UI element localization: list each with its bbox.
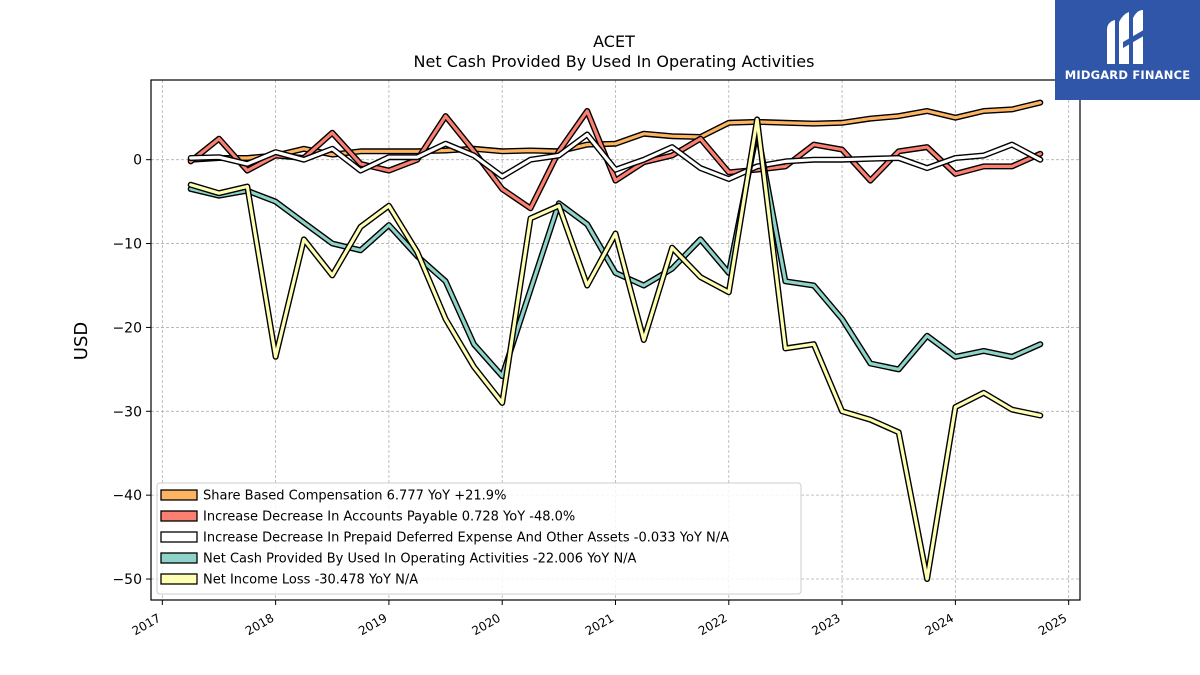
legend: Share Based Compensation 6.777 YoY +21.9… (156, 482, 802, 595)
legend-swatch (160, 552, 198, 564)
x-tick-label: 2023 (809, 611, 842, 638)
x-tick-label: 2017 (130, 611, 163, 638)
series-line (189, 100, 1042, 162)
legend-swatch (160, 510, 198, 522)
legend-swatch (160, 489, 198, 501)
legend-label: Increase Decrease In Accounts Payable 0.… (203, 510, 575, 525)
series-line (189, 109, 1042, 210)
x-tick-label: 2019 (356, 611, 389, 638)
legend-swatch (160, 573, 198, 585)
y-tick-label: −10 (112, 237, 142, 253)
y-tick-label: −50 (112, 572, 142, 588)
brand-name: MIDGARD FINANCE (1064, 68, 1191, 82)
legend-box (156, 482, 802, 595)
legend-label: Net Income Loss -30.478 YoY N/A (203, 573, 418, 588)
series-line (189, 128, 1042, 378)
legend-label: Increase Decrease In Prepaid Deferred Ex… (203, 531, 729, 546)
x-tick-label: 2024 (923, 611, 956, 638)
series-lines (187, 99, 1044, 582)
x-tick-label: 2021 (583, 611, 616, 638)
chart-subtitle: Net Cash Provided By Used In Operating A… (414, 52, 815, 71)
series-line (189, 117, 1042, 581)
legend-label: Net Cash Provided By Used In Operating A… (203, 552, 637, 567)
y-tick-label: −20 (112, 320, 142, 336)
x-tick-label: 2020 (469, 611, 502, 638)
legend-label: Share Based Compensation 6.777 YoY +21.9… (203, 489, 506, 504)
x-tick-label: 2022 (696, 611, 729, 638)
chart-title: ACET (593, 32, 635, 51)
series-line (189, 132, 1042, 181)
x-tick-label: 2018 (243, 611, 276, 638)
y-tick-label: −40 (112, 488, 142, 504)
x-tick-label: 2025 (1036, 611, 1069, 638)
logo-mark-icon (1107, 10, 1147, 64)
y-axis-label: USD (71, 322, 92, 360)
brand-logo: MIDGARD FINANCE (1055, 0, 1200, 100)
y-tick-label: −30 (112, 404, 142, 420)
legend-swatch (160, 531, 198, 543)
y-tick-label: 0 (133, 153, 142, 169)
